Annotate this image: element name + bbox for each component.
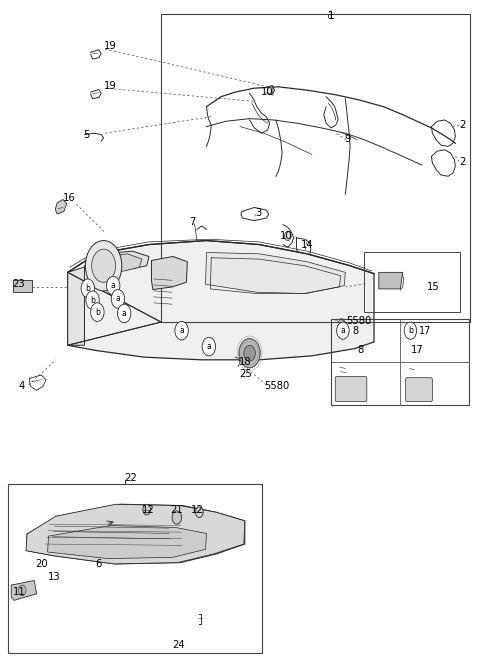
Circle shape	[92, 249, 116, 282]
Text: a: a	[206, 342, 211, 351]
Circle shape	[107, 276, 120, 295]
Text: a: a	[340, 326, 345, 335]
Circle shape	[81, 279, 95, 297]
Circle shape	[239, 339, 260, 368]
Text: 17: 17	[419, 325, 432, 336]
Text: 23: 23	[12, 280, 25, 290]
Text: 12: 12	[142, 505, 155, 515]
Text: 8: 8	[357, 345, 363, 355]
Circle shape	[404, 322, 417, 339]
Text: 18: 18	[239, 357, 252, 367]
Polygon shape	[55, 199, 67, 214]
Circle shape	[336, 322, 349, 339]
Polygon shape	[205, 252, 345, 293]
Text: 8: 8	[352, 325, 359, 336]
Circle shape	[143, 504, 151, 515]
Circle shape	[202, 337, 216, 356]
Text: 19: 19	[104, 41, 116, 50]
Text: 1: 1	[327, 11, 334, 21]
Circle shape	[267, 86, 273, 94]
Text: b: b	[95, 307, 100, 317]
Text: 4: 4	[19, 381, 25, 391]
Polygon shape	[26, 504, 245, 564]
Text: 16: 16	[63, 193, 76, 203]
Text: 20: 20	[35, 559, 48, 569]
Text: 5580: 5580	[264, 381, 289, 391]
Bar	[12, 280, 32, 292]
Text: 3: 3	[255, 208, 262, 218]
Polygon shape	[92, 254, 142, 272]
Text: 10: 10	[261, 87, 273, 97]
Text: 11: 11	[12, 587, 25, 597]
Text: b: b	[90, 295, 95, 305]
Circle shape	[111, 290, 125, 308]
FancyBboxPatch shape	[406, 378, 432, 402]
Polygon shape	[152, 256, 187, 290]
Circle shape	[91, 303, 104, 321]
Text: 7: 7	[189, 217, 195, 227]
Circle shape	[175, 321, 188, 340]
Text: 2: 2	[459, 157, 466, 167]
Polygon shape	[379, 272, 403, 289]
Polygon shape	[27, 504, 245, 564]
Polygon shape	[68, 267, 84, 345]
Polygon shape	[11, 580, 36, 600]
Text: 1: 1	[327, 11, 334, 21]
Text: 10: 10	[280, 231, 292, 241]
Text: 19: 19	[104, 80, 116, 90]
Circle shape	[118, 304, 131, 323]
Circle shape	[285, 231, 291, 240]
Text: 5580: 5580	[346, 317, 372, 327]
Polygon shape	[84, 251, 149, 271]
Text: 14: 14	[301, 240, 314, 250]
Bar	[161, 14, 470, 322]
Text: a: a	[111, 281, 116, 290]
Text: a: a	[116, 294, 120, 303]
Text: 24: 24	[172, 640, 185, 651]
Bar	[331, 319, 469, 405]
Circle shape	[195, 507, 203, 517]
Text: b: b	[408, 326, 413, 335]
Text: 5: 5	[83, 130, 89, 140]
Text: 12: 12	[191, 505, 204, 515]
Text: a: a	[122, 309, 127, 318]
Text: 13: 13	[48, 572, 60, 582]
Circle shape	[244, 345, 255, 361]
Text: a: a	[179, 326, 184, 335]
Text: 15: 15	[427, 282, 439, 292]
Bar	[364, 252, 460, 312]
Text: 22: 22	[124, 473, 137, 483]
Circle shape	[172, 511, 181, 524]
Text: 21: 21	[170, 505, 183, 515]
FancyBboxPatch shape	[335, 376, 367, 402]
Text: 17: 17	[411, 345, 424, 355]
Circle shape	[85, 240, 122, 291]
Polygon shape	[68, 240, 374, 360]
Circle shape	[18, 585, 26, 596]
Text: b: b	[85, 284, 90, 293]
Polygon shape	[48, 525, 206, 558]
Text: 2: 2	[459, 120, 466, 130]
Circle shape	[86, 291, 99, 309]
Text: 9: 9	[344, 133, 351, 143]
Text: 25: 25	[239, 369, 252, 379]
Text: 6: 6	[96, 559, 102, 569]
Bar	[8, 485, 262, 653]
